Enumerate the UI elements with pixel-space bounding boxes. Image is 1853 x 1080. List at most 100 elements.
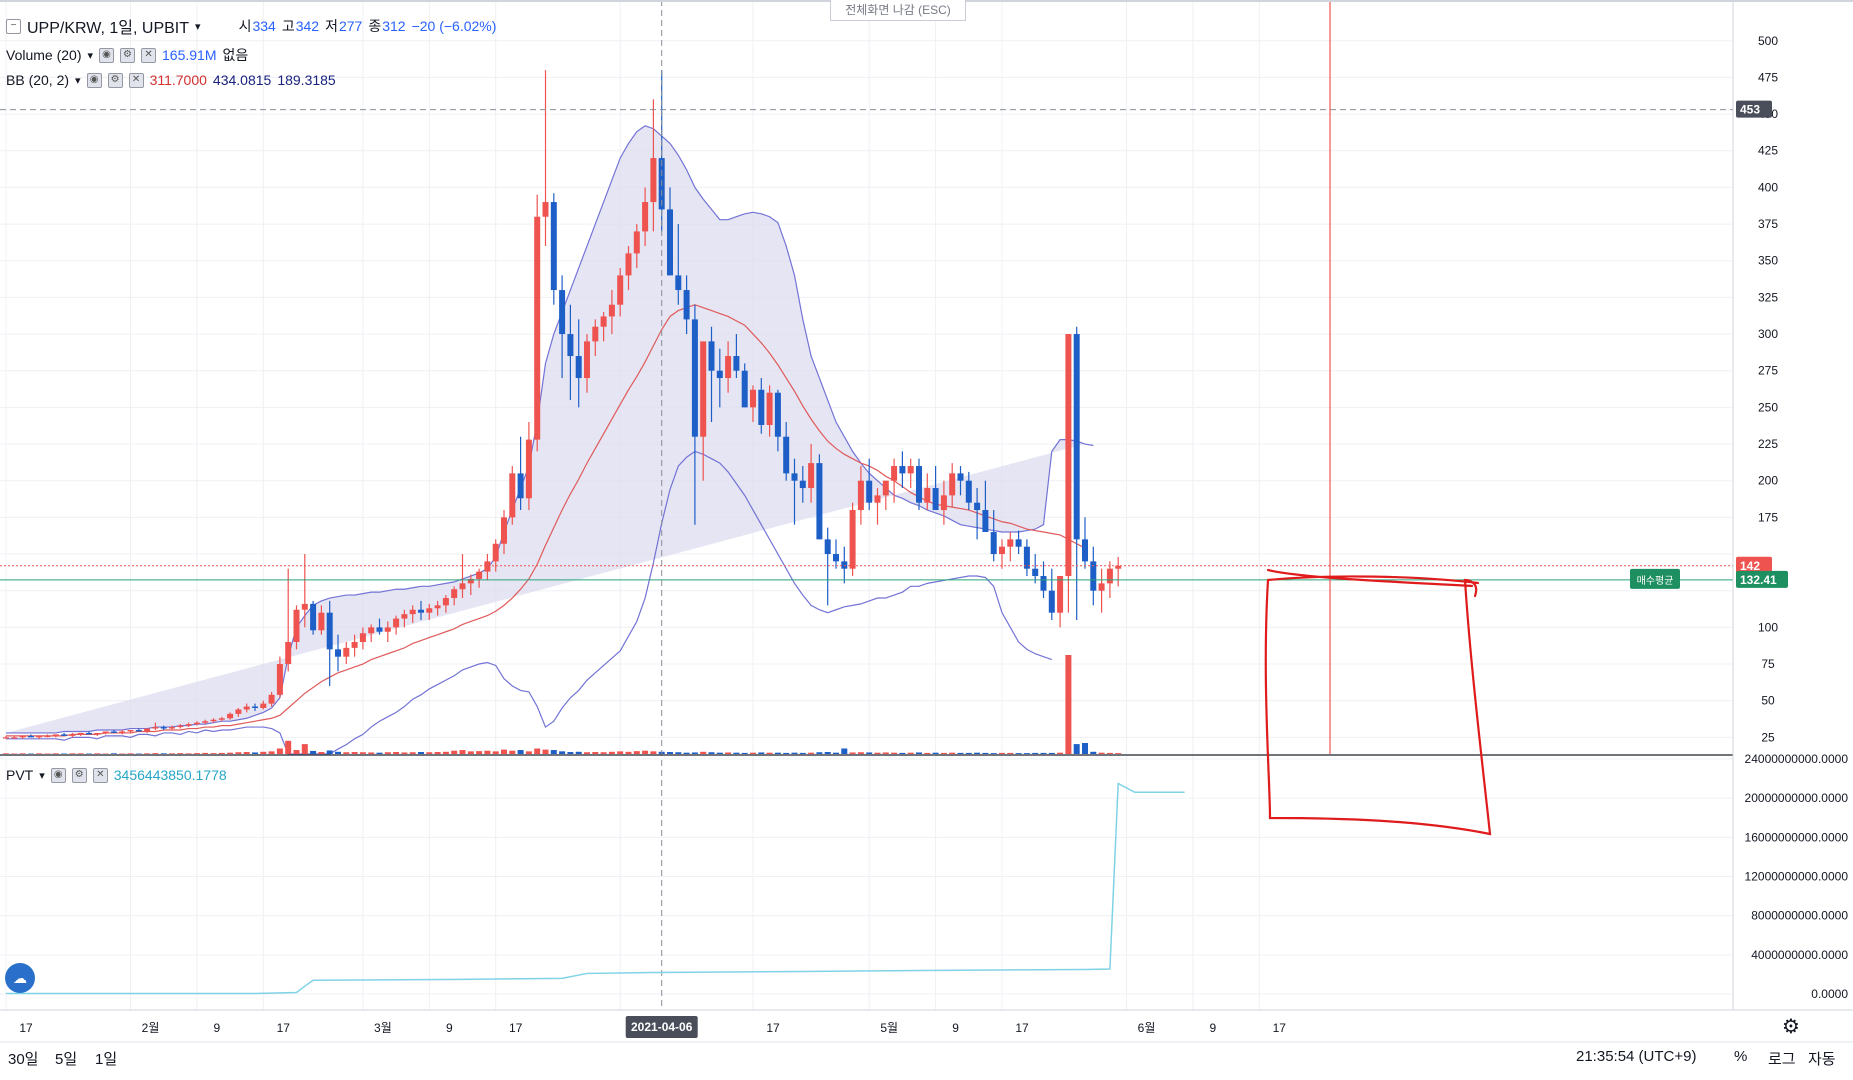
volume-bars (3, 655, 1122, 754)
close-icon[interactable]: ✕ (128, 72, 144, 88)
volume-bar (584, 752, 590, 754)
time-tick-label: 17 (1273, 1021, 1287, 1035)
time-tick-label: 17 (509, 1021, 523, 1035)
volume-bar (144, 753, 151, 754)
auto-toggle[interactable]: 자동 (1808, 1051, 1836, 1068)
volume-bar (833, 752, 839, 754)
candle-body (501, 517, 507, 544)
candle-body (1015, 539, 1022, 547)
volume-bar (965, 752, 972, 754)
high-value: 342 (295, 18, 320, 34)
settings-gear-icon[interactable]: ⚙ (1782, 1016, 1800, 1038)
hline-price-label: 453 (1740, 103, 1760, 117)
price-tick-label: 425 (1758, 144, 1778, 158)
eye-icon[interactable]: ◉ (99, 47, 115, 63)
candle-body (525, 439, 532, 499)
candle-body (69, 734, 76, 736)
candle-body (276, 664, 283, 695)
log-toggle[interactable]: 로그 (1768, 1051, 1796, 1068)
candle-body (932, 488, 939, 511)
candle-body (940, 495, 947, 511)
volume-bar (343, 752, 350, 754)
candle-body (766, 392, 773, 425)
volume-bar (824, 752, 831, 754)
volume-bar (758, 752, 765, 754)
volume-label[interactable]: Volume (20) (6, 47, 82, 63)
pvt-tick-label: 12000000000.0000 (1745, 870, 1849, 884)
close-icon[interactable]: ✕ (92, 767, 108, 783)
avg-name-label: 매수평균 (1637, 575, 1674, 587)
volume-bar (1032, 752, 1039, 754)
volume-bar (276, 748, 283, 754)
volume-legend: Volume (20) ▾ ◉ ⚙ ✕ 165.91M 없음 (6, 45, 248, 65)
time-tick-label: 17 (277, 1021, 291, 1035)
percent-toggle[interactable]: % (1734, 1048, 1748, 1065)
low-value: 277 (338, 18, 363, 34)
grid-lines (0, 0, 1733, 1010)
bb-label[interactable]: BB (20, 2) (6, 72, 70, 88)
candle-body (1057, 576, 1064, 613)
time-tick-label: 17 (766, 1021, 780, 1035)
tradingview-logo[interactable]: ☁ (5, 963, 35, 993)
bb-upper-line (6, 125, 1094, 734)
volume-bar (534, 748, 541, 754)
volume-bar (218, 752, 225, 754)
chevron-down-icon[interactable]: ▾ (75, 74, 81, 87)
chevron-down-icon[interactable]: ▾ (39, 769, 45, 782)
range-5d[interactable]: 5일 (55, 1051, 78, 1068)
bb-legend: BB (20, 2) ▾ ◉ ⚙ ✕ 311.7000 434.0815 189… (6, 72, 336, 88)
volume-bar (525, 751, 532, 754)
pvt-tick-label: 20000000000.0000 (1745, 791, 1849, 805)
candle-body (882, 480, 889, 496)
candle-body (534, 216, 541, 440)
close-icon[interactable]: ✕ (141, 47, 157, 63)
eye-icon[interactable]: ◉ (86, 72, 102, 88)
candle-body (301, 603, 308, 610)
volume-bar (600, 752, 607, 754)
time-tick-label: 9 (446, 1021, 453, 1035)
volume-bar (957, 752, 964, 754)
candle-body (185, 724, 192, 726)
time-tick-label: 17 (19, 1021, 33, 1035)
candle-body (127, 730, 134, 732)
chevron-down-icon[interactable]: ▾ (87, 49, 94, 62)
time-tick-label: 6월 (1138, 1021, 1156, 1035)
price-tick-label: 500 (1758, 34, 1778, 48)
volume-bar (841, 748, 848, 754)
fullscreen-exit-button[interactable]: 전체화면 나감 (ESC) (830, 0, 966, 21)
gear-icon[interactable]: ⚙ (71, 767, 87, 783)
candle-body (725, 356, 732, 379)
volume-bar (932, 752, 939, 754)
pvt-tick-label: 24000000000.0000 (1745, 752, 1849, 766)
candle-body (833, 554, 839, 562)
chevron-down-icon[interactable]: ▾ (195, 20, 201, 33)
hline-price-label-bg (1736, 100, 1772, 118)
pvt-label[interactable]: PVT (6, 767, 34, 783)
candle-body (982, 510, 989, 533)
volume-bar (849, 752, 856, 754)
candle-body (1090, 561, 1097, 591)
gear-icon[interactable]: ⚙ (107, 72, 123, 88)
volume-bar (459, 750, 466, 754)
gear-icon[interactable]: ⚙ (120, 47, 136, 63)
volume-bar (990, 753, 997, 754)
collapse-icon[interactable]: − (6, 18, 21, 34)
candle-body (326, 612, 333, 650)
eye-icon[interactable]: ◉ (50, 767, 66, 783)
volume-bar (1082, 743, 1088, 754)
price-tick-label: 475 (1758, 70, 1778, 84)
candle-body (559, 290, 566, 335)
symbol-title[interactable]: UPP/KRW, 1일, UPBIT (27, 20, 190, 37)
time-tick-label: 9 (214, 1021, 221, 1035)
volume-bar (476, 751, 483, 754)
candle-body (19, 735, 26, 738)
time-tick-label: 5월 (880, 1021, 898, 1035)
volume-bar (550, 750, 557, 754)
high-label: 고 (281, 18, 295, 34)
volume-bar (52, 753, 59, 754)
volume-bar (1090, 751, 1097, 754)
candle-body (1098, 583, 1105, 591)
range-1d[interactable]: 1일 (95, 1051, 118, 1068)
range-30d[interactable]: 30일 (8, 1051, 39, 1068)
